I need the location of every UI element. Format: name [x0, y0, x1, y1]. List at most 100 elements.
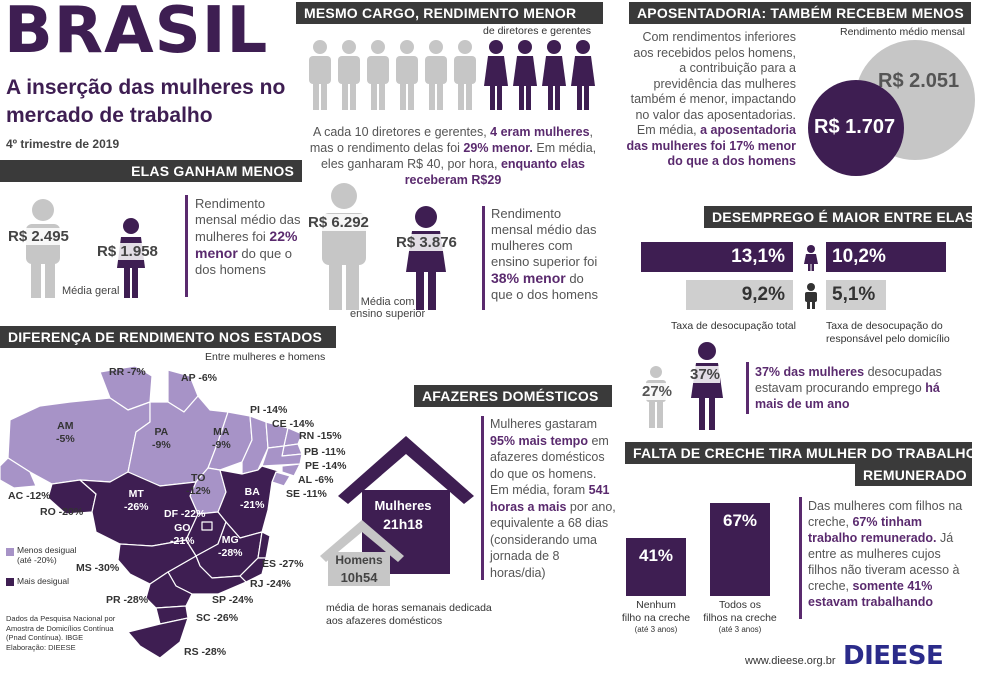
label-mg: MG -28% — [218, 534, 243, 560]
brand-title: BRASIL — [4, 0, 269, 68]
retirement-heading: APOSENTADORIA: TAMBÉM RECEBEM MENOS — [629, 2, 971, 24]
states-heading: DIFERENÇA DE RENDIMENTO NOS ESTADOS — [0, 326, 336, 348]
legend-less-swatch — [6, 548, 14, 556]
uf: RN — [299, 430, 315, 442]
man-small-icon — [805, 283, 817, 309]
credit-line: Elaboração: DIEESE — [6, 642, 76, 652]
same-role-t3-hl: enquanto elas receberam R$29 — [404, 157, 585, 187]
daycare-all-label: Todos os filhos na creche (até 3 anos) — [690, 599, 790, 637]
men-long-value: 27% — [642, 383, 673, 400]
housework-t1-hl: 95% mais tempo — [490, 433, 588, 448]
legend-less-sub: (até -20%) — [17, 555, 57, 565]
higher-caption-2: ensino superior — [350, 308, 426, 320]
uf: DF — [164, 508, 178, 520]
label-rs: RS -28% — [184, 646, 226, 658]
general-caption: Média geral — [62, 285, 120, 297]
daycare-text: Das mulheres com filhos na creche, 67% t… — [808, 498, 968, 610]
uf: AM — [57, 420, 74, 432]
man-figure-general — [26, 199, 60, 298]
val: -9% — [212, 439, 231, 451]
housework-t1: Mulheres gastaram — [490, 417, 597, 431]
none-label-2: filho na creche — [621, 611, 691, 624]
label-ce: CE -14% — [272, 418, 314, 430]
unemployment-heading: DESEMPREGO É MAIOR ENTRE ELAS — [704, 206, 974, 228]
general-men-value: R$ 2.495 — [6, 228, 71, 245]
source-line: Dados da Pesquisa Nacional por Amostra d… — [6, 614, 116, 642]
daycare-none-bar: 41% — [626, 538, 686, 596]
higher-caption-1: Média com — [360, 296, 415, 308]
uf: PI — [250, 404, 260, 416]
daycare-t1: Das mulheres com filhos na creche, — [808, 499, 963, 529]
all-label-3: (até 3 anos) — [718, 625, 762, 634]
val: -12% — [26, 490, 51, 502]
higher-text: Rendimento mensal médio das mulheres com… — [491, 206, 603, 303]
val: -5% — [56, 433, 75, 445]
label-go: GO -21% — [170, 522, 195, 548]
house-illustration — [320, 436, 474, 586]
val: -15% — [317, 430, 342, 442]
val: -24% — [228, 594, 254, 606]
uf: MT — [128, 488, 144, 500]
legend-more: Mais desigual — [17, 576, 69, 586]
footer-url[interactable]: www.dieese.org.br — [745, 655, 836, 667]
val: -26% — [213, 612, 239, 624]
higher-caption: Média com ensino superior — [350, 296, 425, 320]
label-rr: RR -7% — [109, 366, 146, 378]
uf: GO — [174, 522, 191, 534]
page-title-line2: mercado de trabalho — [6, 104, 213, 127]
general-women-value: R$ 1.958 — [95, 243, 160, 260]
men-retirement-value: R$ 2.051 — [878, 70, 960, 92]
daycare-divider — [799, 497, 802, 619]
label-ma: MA -9% — [212, 426, 231, 452]
label-df: DF -22% — [164, 508, 205, 520]
val: -11% — [321, 446, 346, 458]
housework-heading: AFAZERES DOMÉSTICOS — [414, 385, 612, 407]
page-title-line1: A inserção das mulheres no — [6, 76, 286, 99]
long-text-hl2: há mais de um ano — [755, 381, 940, 411]
daycare-all-value: 67% — [722, 511, 758, 530]
retirement-text-hl: a aposentadoria das mulheres foi 17% men… — [626, 123, 796, 168]
label-to: TO -12% — [186, 472, 211, 498]
uf: TO — [191, 472, 206, 484]
uf: RS — [184, 646, 199, 658]
long-text: 37% das mulheres desocupadas estavam pro… — [755, 364, 955, 412]
state-al — [281, 463, 301, 477]
uf: AL — [298, 474, 312, 486]
daycare-none-value: 41% — [638, 546, 674, 565]
women-total-bar: 13,1% — [641, 242, 793, 272]
uf: PB — [304, 446, 319, 458]
women-hours-label: Mulheres — [374, 498, 432, 513]
higher-women-value: R$ 3.876 — [394, 234, 459, 251]
label-pi: PI -14% — [250, 404, 287, 416]
long-divider — [746, 362, 749, 414]
val: -21% — [170, 535, 195, 547]
women-retirement-value: R$ 1.707 — [814, 116, 896, 138]
label-ac: AC -12% — [8, 490, 51, 502]
higher-text-hl: 38% menor — [491, 270, 566, 286]
housework-divider — [481, 416, 484, 580]
label-mt: MT -26% — [124, 488, 149, 514]
housework-caption: média de horas semanais dedicada aos afa… — [326, 602, 492, 627]
val: -20% — [58, 506, 84, 518]
label-es: ES -27% — [262, 558, 303, 570]
daycare-all-bar: 67% — [710, 503, 770, 596]
none-label-3: (até 3 anos) — [634, 625, 678, 634]
higher-men-value: R$ 6.292 — [306, 214, 371, 231]
woman-figure-higher — [406, 206, 446, 310]
general-text-pre: Rendimento mensal médio das mulheres foi — [195, 196, 301, 244]
label-rn: RN -15% — [299, 430, 342, 442]
uf: PE — [305, 460, 320, 472]
val: -14% — [289, 418, 315, 430]
uf: SP — [212, 594, 226, 606]
woman-small-icon — [804, 245, 818, 271]
legend-more-swatch — [6, 578, 14, 586]
val: -27% — [278, 558, 304, 570]
val: -28% — [123, 594, 149, 606]
val: -7% — [127, 366, 146, 378]
general-text-post: do que o dos homens — [195, 246, 293, 277]
people-row — [306, 40, 602, 112]
women-hours: Mulheres 21h18 — [363, 497, 443, 533]
men-hours-value: 10h54 — [340, 570, 378, 585]
man-figure-higher — [322, 183, 366, 310]
state-df — [201, 521, 213, 531]
